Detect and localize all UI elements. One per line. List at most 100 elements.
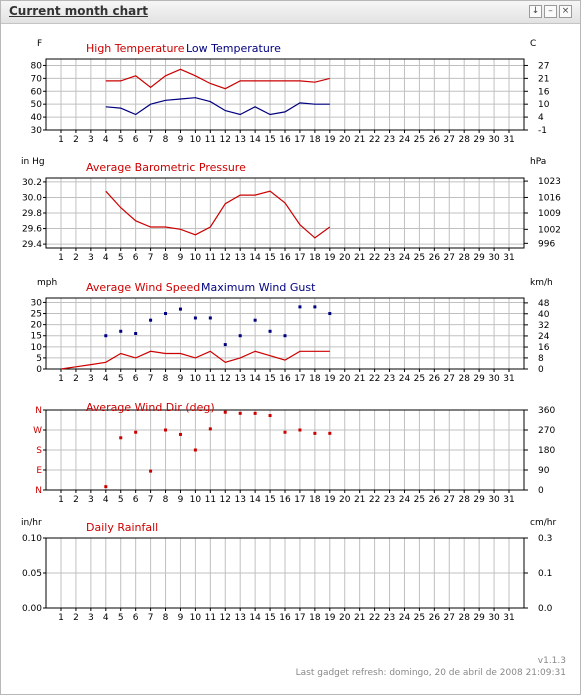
x-tick-label: 2 bbox=[73, 135, 79, 145]
x-tick-label: 6 bbox=[133, 374, 139, 384]
x-tick-label: 20 bbox=[339, 253, 351, 263]
right-unit-label: cm/hr bbox=[530, 518, 556, 528]
pin-icon[interactable]: ↓ bbox=[529, 5, 542, 18]
left-tick-label: 20 bbox=[31, 321, 43, 331]
series-title: High Temperature bbox=[86, 42, 185, 55]
left-tick-label: 25 bbox=[31, 310, 42, 320]
chart-rain bbox=[43, 537, 528, 611]
x-tick-label: 12 bbox=[220, 253, 231, 263]
x-tick-label: 10 bbox=[190, 613, 202, 623]
x-tick-label: 20 bbox=[339, 613, 351, 623]
x-tick-label: 24 bbox=[399, 613, 411, 623]
data-point bbox=[328, 431, 332, 435]
x-tick-label: 27 bbox=[444, 253, 455, 263]
version-label: v1.1.3 bbox=[537, 656, 566, 666]
data-point bbox=[208, 316, 212, 320]
x-tick-label: 18 bbox=[309, 495, 321, 505]
x-tick-label: 26 bbox=[429, 253, 441, 263]
x-tick-label: 24 bbox=[399, 495, 411, 505]
right-tick-label: 40 bbox=[538, 310, 550, 320]
x-tick-label: 27 bbox=[444, 374, 455, 384]
right-tick-label: 4 bbox=[538, 113, 544, 123]
left-tick-label: N bbox=[35, 406, 42, 416]
window-title: Current month chart bbox=[9, 4, 148, 18]
x-tick-label: 21 bbox=[354, 613, 365, 623]
x-tick-label: 21 bbox=[354, 374, 365, 384]
right-tick-label: 1023 bbox=[538, 177, 561, 187]
right-tick-label: 1009 bbox=[538, 209, 561, 219]
data-point bbox=[223, 343, 227, 347]
x-tick-label: 4 bbox=[103, 613, 109, 623]
data-point bbox=[223, 410, 227, 414]
x-tick-label: 16 bbox=[279, 495, 291, 505]
x-tick-label: 26 bbox=[429, 613, 441, 623]
left-tick-label: S bbox=[36, 446, 42, 456]
left-tick-label: 70 bbox=[31, 74, 43, 84]
data-point bbox=[298, 305, 302, 309]
right-tick-label: 16 bbox=[538, 87, 550, 97]
x-tick-label: 7 bbox=[148, 253, 154, 263]
x-tick-label: 17 bbox=[294, 495, 305, 505]
series-title: Average Wind Speed bbox=[86, 281, 200, 294]
x-tick-label: 1 bbox=[58, 374, 64, 384]
left-unit-label: F bbox=[37, 39, 42, 49]
data-point bbox=[328, 312, 332, 316]
left-tick-label: 30 bbox=[31, 298, 43, 308]
left-tick-label: 50 bbox=[31, 100, 43, 110]
x-tick-label: 23 bbox=[384, 253, 395, 263]
x-tick-label: 3 bbox=[88, 374, 94, 384]
left-tick-label: 29.4 bbox=[22, 240, 42, 250]
series-title: Maximum Wind Gust bbox=[201, 281, 316, 294]
x-tick-label: 15 bbox=[264, 374, 275, 384]
x-tick-label: 8 bbox=[163, 374, 169, 384]
x-tick-label: 24 bbox=[399, 135, 411, 145]
x-tick-label: 8 bbox=[163, 135, 169, 145]
right-tick-label: 27 bbox=[538, 61, 549, 71]
x-tick-label: 19 bbox=[324, 135, 336, 145]
x-tick-label: 4 bbox=[103, 253, 109, 263]
right-tick-label: 24 bbox=[538, 332, 550, 342]
refresh-label: Last gadget refresh: domingo, 20 de abri… bbox=[295, 668, 566, 678]
right-tick-label: 32 bbox=[538, 321, 549, 331]
x-tick-label: 23 bbox=[384, 613, 395, 623]
data-point bbox=[253, 411, 257, 415]
x-tick-label: 7 bbox=[148, 135, 154, 145]
x-tick-label: 8 bbox=[163, 495, 169, 505]
title-bar[interactable]: Current month chart ↓ – × bbox=[1, 1, 580, 24]
left-unit-label: mph bbox=[37, 278, 57, 288]
x-tick-label: 5 bbox=[118, 253, 124, 263]
x-tick-label: 9 bbox=[178, 135, 184, 145]
close-icon[interactable]: × bbox=[559, 5, 572, 18]
left-tick-label: 10 bbox=[31, 343, 43, 353]
x-tick-label: 30 bbox=[488, 613, 500, 623]
x-tick-label: 4 bbox=[103, 374, 109, 384]
x-tick-label: 20 bbox=[339, 135, 351, 145]
chart-winddir bbox=[43, 409, 528, 493]
minimize-icon[interactable]: – bbox=[544, 5, 557, 18]
data-point bbox=[104, 485, 108, 489]
x-tick-label: 25 bbox=[414, 374, 425, 384]
data-point bbox=[298, 428, 302, 432]
x-tick-label: 16 bbox=[279, 135, 291, 145]
data-point bbox=[238, 411, 242, 415]
x-tick-label: 27 bbox=[444, 135, 455, 145]
x-tick-label: 13 bbox=[234, 253, 245, 263]
x-tick-label: 29 bbox=[473, 495, 485, 505]
x-tick-label: 11 bbox=[205, 135, 216, 145]
x-tick-label: 29 bbox=[473, 253, 485, 263]
x-tick-label: 5 bbox=[118, 613, 124, 623]
left-tick-label: 30.0 bbox=[22, 193, 42, 203]
x-tick-label: 14 bbox=[249, 135, 261, 145]
left-tick-label: 30.2 bbox=[22, 178, 42, 188]
left-tick-label: 0.00 bbox=[22, 604, 42, 614]
left-tick-label: 0.05 bbox=[22, 569, 42, 579]
x-tick-label: 31 bbox=[503, 374, 514, 384]
x-tick-label: 19 bbox=[324, 495, 336, 505]
x-tick-label: 6 bbox=[133, 495, 139, 505]
x-tick-label: 5 bbox=[118, 135, 124, 145]
x-tick-label: 11 bbox=[205, 374, 216, 384]
x-tick-label: 21 bbox=[354, 495, 365, 505]
x-tick-label: 21 bbox=[354, 135, 365, 145]
x-tick-label: 20 bbox=[339, 495, 351, 505]
left-tick-label: 30 bbox=[31, 126, 43, 136]
